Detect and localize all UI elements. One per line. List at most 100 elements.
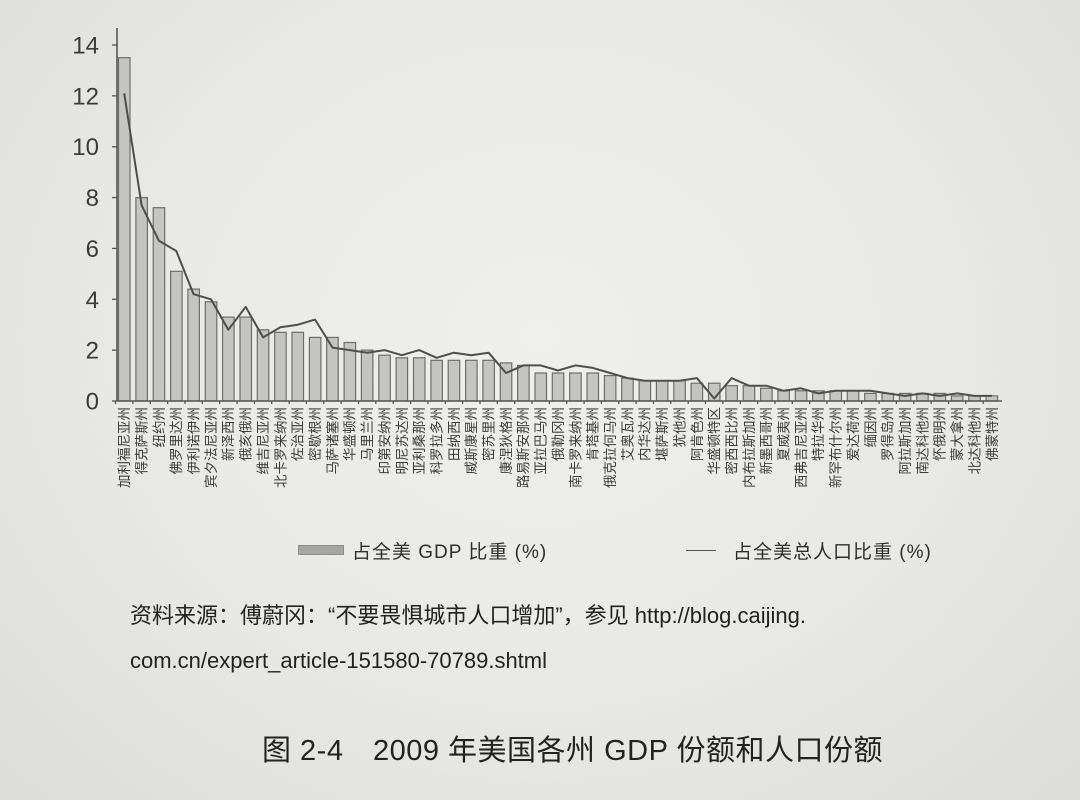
population-line [123, 93, 992, 400]
gdp-population-chart: 0 2 4 6 8 10 12 14 加利福尼亚州 得克萨斯州 纽约州 佛罗里达州 伊利诺伊州 宾夕法尼亚… [72, 28, 1002, 488]
gdp-bar [846, 390, 860, 402]
x-tick-label: 马里兰州 [360, 407, 376, 461]
x-tick-label: 佐治亚州 [291, 407, 307, 461]
gdp-bar [239, 316, 253, 402]
gdp-bar [551, 372, 565, 402]
gdp-bar [534, 372, 548, 402]
y-axis-ticks: 0 2 4 6 8 10 12 14 [72, 33, 117, 416]
gdp-bar [360, 349, 374, 402]
x-tick-label: 新泽西州 [221, 407, 237, 461]
x-tick-label: 密苏里州 [480, 407, 497, 461]
gdp-bar [638, 380, 652, 402]
x-tick-label: 南卡罗来纳州 [568, 407, 584, 488]
x-tick-label: 加利福尼亚州 [117, 407, 133, 488]
x-tick-label: 亚利桑那州 [412, 407, 428, 475]
source-note-line1: 资料来源：傅蔚冈：“不要畏惧城市人口增加”，参见 http://blog.cai… [130, 603, 806, 628]
x-tick-label: 俄勒冈州 [551, 407, 567, 461]
x-tick-label: 俄亥俄州 [239, 407, 255, 461]
y-tick-label: 4 [86, 287, 99, 314]
x-tick-label: 爱达荷州 [846, 407, 862, 461]
x-tick-label: 伊利诺伊州 [186, 407, 202, 475]
x-tick-label: 罗得岛州 [880, 407, 897, 461]
x-tick-label: 密歇根州 [307, 407, 324, 461]
x-tick-label: 马萨诸塞州 [324, 407, 341, 475]
gdp-bar [516, 364, 530, 402]
gdp-bar [378, 354, 391, 402]
x-tick-label: 肯塔基州 [585, 407, 602, 461]
x-tick-label: 佛蒙特州 [985, 407, 1001, 461]
gdp-bar [482, 359, 495, 402]
x-tick-label: 宾夕法尼亚州 [204, 407, 220, 488]
x-tick-label: 阿拉斯加州 [898, 407, 914, 475]
gdp-bar [465, 359, 478, 402]
gdp-bar [777, 390, 791, 402]
x-tick-label: 怀俄明州 [933, 407, 949, 461]
x-axis-labels: 加利福尼亚州 得克萨斯州 纽约州 佛罗里达州 伊利诺伊州 宾夕法尼亚州 新泽西州 俄亥俄州 维吉… [114, 401, 1001, 488]
x-tick-label: 艾奥瓦州 [619, 407, 636, 461]
gdp-bars [117, 57, 999, 402]
x-tick-label: 亚拉巴马州 [534, 407, 550, 475]
x-tick-label: 路易斯安那州 [516, 407, 532, 488]
gdp-bar [586, 372, 600, 402]
gdp-bar [135, 197, 148, 402]
gdp-bar [395, 357, 409, 402]
y-tick-label: 12 [72, 83, 99, 110]
gdp-bar [117, 57, 131, 402]
figure-caption: 图 2-4 2009 年美国各州 GDP 份额和人口份额 [262, 735, 883, 767]
source-note-line2: com.cn/expert_article-151580-70789.shtml [130, 648, 548, 673]
x-tick-label: 科罗拉多州 [428, 407, 445, 475]
x-tick-label: 蒙大拿州 [949, 407, 966, 461]
x-tick-label: 北达科他州 [967, 407, 983, 475]
gdp-bar [170, 270, 183, 402]
y-tick-label: 6 [86, 236, 99, 263]
x-tick-label: 明尼苏达州 [395, 407, 411, 475]
gdp-bar [569, 372, 582, 402]
gdp-bar [673, 380, 686, 402]
x-tick-label: 内布拉斯加州 [742, 407, 758, 488]
x-tick-label: 俄克拉何马州 [603, 407, 619, 488]
legend-gdp-label: 占全美 GDP 比重 (%) [352, 542, 548, 563]
x-tick-label: 特拉华州 [811, 407, 827, 461]
x-tick-label: 华盛顿特区 [707, 407, 723, 475]
gdp-bar [725, 385, 739, 402]
gdp-bar [274, 331, 287, 402]
x-tick-label: 北卡罗来纳州 [273, 407, 289, 488]
x-tick-label: 犹他州 [672, 407, 688, 448]
x-tick-label: 新墨西哥州 [759, 407, 775, 475]
gdp-bar [690, 382, 704, 402]
y-tick-label: 8 [86, 185, 99, 212]
x-tick-label: 西弗吉尼亚州 [794, 407, 810, 488]
gdp-bar [204, 301, 218, 402]
x-tick-label: 纽约州 [152, 407, 168, 448]
gdp-bar [187, 288, 200, 402]
x-tick-label: 康涅狄格州 [498, 407, 515, 475]
x-tick-label: 华盛顿州 [343, 407, 359, 461]
x-tick-label: 夏威夷州 [776, 407, 792, 461]
y-tick-label: 2 [86, 338, 99, 365]
y-tick-label: 0 [86, 389, 99, 416]
gdp-bar [742, 385, 756, 402]
gdp-bar [430, 359, 443, 402]
x-tick-label: 新罕布什尔州 [829, 407, 845, 488]
x-tick-label: 田纳西州 [447, 407, 463, 461]
x-tick-label: 得克萨斯州 [133, 407, 150, 475]
gdp-bar [447, 359, 461, 402]
gdp-bar [412, 357, 426, 402]
x-tick-label: 维吉尼亚州 [256, 407, 272, 475]
y-tick-label: 10 [72, 134, 99, 161]
gdp-bar [655, 380, 669, 402]
gdp-bar [759, 387, 773, 402]
x-tick-label: 缅因州 [863, 407, 879, 448]
x-tick-label: 密西西比州 [723, 407, 740, 475]
x-tick-label: 阿肯色州 [689, 407, 706, 461]
gdp-bar [256, 329, 270, 402]
legend-population-swatch [686, 550, 716, 551]
gdp-bar [291, 331, 305, 402]
gdp-bar [621, 377, 634, 402]
gdp-bar [152, 207, 166, 402]
gdp-bar [864, 392, 877, 402]
x-tick-label: 印第安纳州 [376, 407, 393, 475]
gdp-bar [603, 375, 617, 402]
legend-population-label: 占全美总人口比重 (%) [733, 542, 932, 563]
x-tick-label: 威斯康星州 [463, 407, 480, 475]
